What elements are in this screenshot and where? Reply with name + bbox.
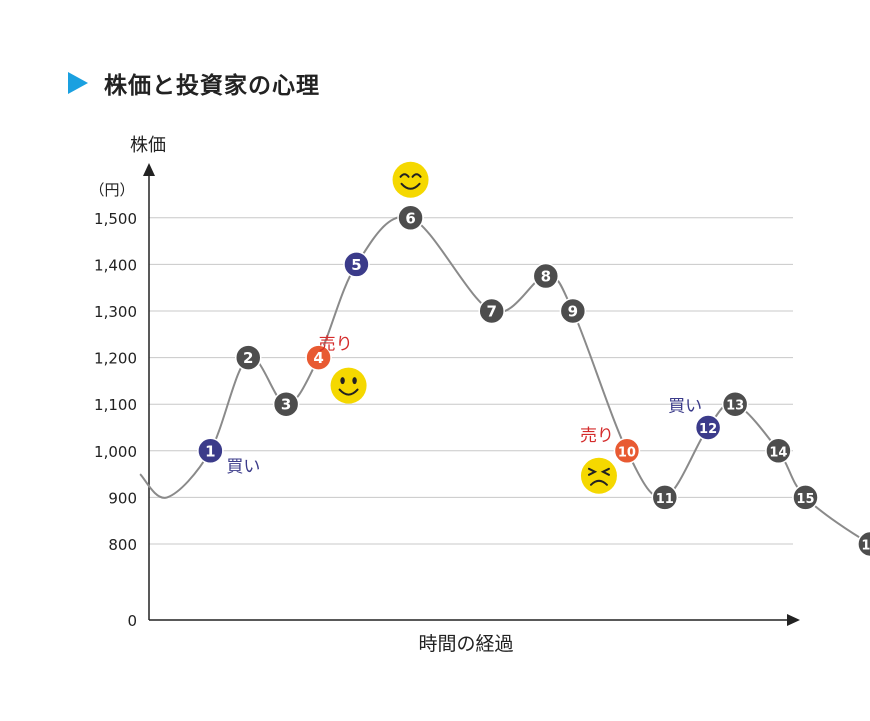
data-points: 1234567891011121314151617 [197, 204, 870, 558]
data-point-4: 4 [305, 344, 332, 371]
data-point-label: 4 [313, 349, 323, 367]
face-mouth [338, 388, 359, 396]
y-tick-label: 1,000 [94, 443, 137, 461]
y-tick-label: 900 [108, 489, 137, 507]
emotion-faces [330, 161, 617, 494]
face-eye-left [340, 377, 345, 385]
data-point-14: 14 [765, 437, 792, 465]
data-point-marker [272, 390, 300, 418]
data-point-label: 16 [861, 539, 870, 554]
header-arrow-icon [68, 72, 88, 94]
data-point-10: 10 [613, 437, 641, 465]
data-point-label: 6 [405, 209, 415, 227]
data-point-marker [305, 344, 332, 371]
data-point-label: 15 [796, 492, 814, 507]
y-tick-label: 1,100 [94, 396, 137, 414]
data-point-label: 2 [243, 349, 253, 367]
data-point-15: 15 [792, 484, 819, 511]
data-point-label: 8 [541, 268, 551, 286]
y-tick-label: 1,300 [94, 303, 137, 321]
data-point-8: 8 [532, 262, 560, 290]
data-point-label: 3 [281, 396, 291, 414]
data-point-marker [532, 262, 560, 290]
face-eye-left [587, 467, 598, 476]
face-disc [330, 367, 367, 404]
data-point-7: 7 [478, 297, 505, 325]
face-smile-icon [330, 367, 367, 404]
data-point-label: 14 [769, 445, 787, 460]
x-axis-arrow-icon [787, 614, 800, 626]
y-axis-arrow-icon [143, 163, 155, 176]
data-point-label: 9 [568, 303, 578, 321]
buy-annotation: 買い [226, 457, 260, 477]
data-point-9: 9 [559, 297, 587, 325]
data-point-marker [651, 484, 679, 511]
face-eye-right [411, 173, 422, 178]
data-point-marker [235, 344, 262, 371]
face-happy-icon [392, 161, 429, 198]
page-header: 株価と投資家の心理 [68, 66, 320, 100]
data-point-label: 5 [351, 256, 361, 274]
y-axis-unit: （円） [89, 181, 134, 199]
y-tick-label: 1,400 [94, 256, 137, 274]
face-eye-right [352, 377, 357, 385]
face-eye-left [399, 173, 410, 178]
gridlines [149, 217, 793, 545]
face-disc [580, 457, 617, 494]
data-point-marker [613, 437, 641, 465]
data-point-marker [694, 414, 722, 441]
y-axis-title: 株価 [130, 135, 166, 156]
face-eye-right [600, 467, 610, 476]
data-point-label: 12 [699, 422, 717, 437]
price-line [139, 215, 870, 545]
face-mouth [589, 479, 608, 486]
data-point-marker [792, 484, 819, 511]
data-point-marker [559, 297, 587, 325]
face-disc [392, 161, 429, 198]
data-point-label: 10 [618, 445, 636, 460]
data-point-6: 6 [397, 204, 424, 232]
data-point-label: 7 [486, 303, 496, 321]
data-point-13: 13 [721, 390, 749, 418]
data-point-label: 11 [656, 492, 674, 507]
face-worried-icon [580, 457, 617, 494]
data-point-label: 13 [726, 399, 744, 414]
sell-annotation: 売り [580, 426, 614, 446]
data-point-1: 1 [197, 437, 224, 465]
data-point-marker [478, 297, 505, 325]
sell-annotation: 売り [319, 335, 353, 355]
price-curve [139, 215, 870, 545]
page-title: 株価と投資家の心理 [104, 73, 320, 99]
data-point-marker [397, 204, 424, 232]
data-point-marker [857, 530, 870, 558]
data-point-12: 12 [694, 414, 722, 441]
data-point-marker [197, 437, 224, 465]
data-point-2: 2 [235, 344, 262, 371]
data-point-marker [721, 390, 749, 418]
data-point-marker [765, 437, 792, 465]
y-tick-label: 800 [108, 536, 137, 554]
data-point-16: 16 [857, 530, 870, 558]
data-point-5: 5 [343, 251, 370, 278]
axes: 0 800 900 1,000 1,100 1,200 1,300 1,400 1,500 株価 （… [89, 135, 800, 655]
y-tick-label: 1,500 [94, 210, 137, 228]
y-tick-label: 0 [127, 612, 137, 630]
data-point-marker [343, 251, 370, 278]
buy-annotation: 買い [668, 397, 702, 417]
face-mouth [400, 182, 421, 190]
x-axis-title: 時間の経過 [418, 633, 513, 655]
data-point-label: 1 [205, 442, 215, 460]
data-point-11: 11 [651, 484, 679, 511]
y-tick-label: 1,200 [94, 350, 137, 368]
data-point-3: 3 [272, 390, 300, 418]
